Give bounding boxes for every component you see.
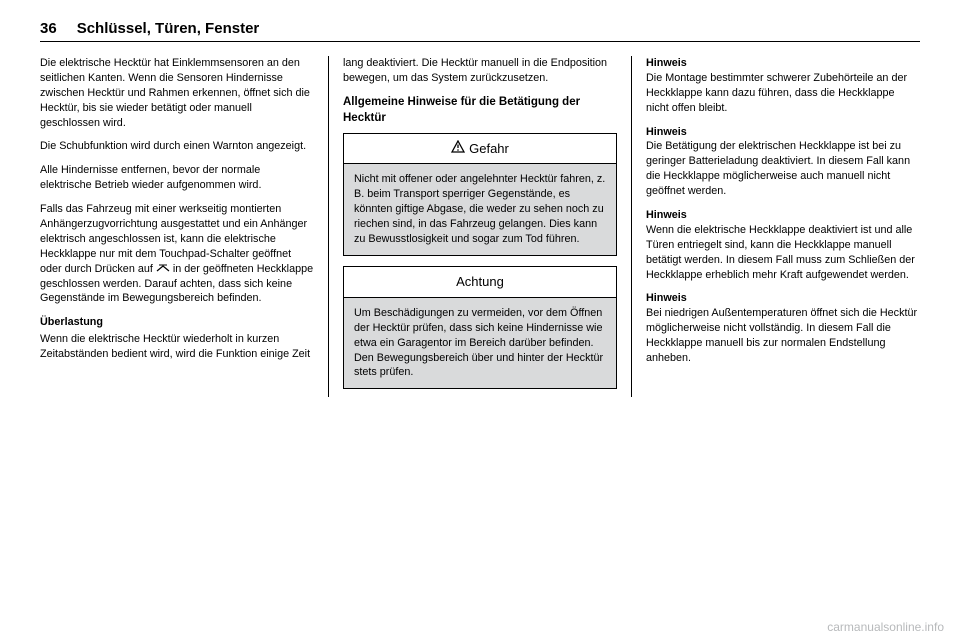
danger-box: Gefahr Nicht mit offener oder angelehnte…: [343, 133, 617, 256]
caution-title-bar: Achtung: [344, 267, 616, 298]
column-2: lang deaktiviert. Die Hecktür manuell in…: [331, 56, 629, 397]
note-body: Bei niedrigen Außentemperaturen öffnet s…: [646, 306, 920, 366]
content-columns: Die elektrische Hecktür hat Einklemmsens…: [40, 56, 920, 397]
paragraph: Falls das Fahrzeug mit einer werksei­tig…: [40, 202, 314, 306]
watermark: carmanualsonline.info: [827, 620, 944, 634]
section-heading: Allgemeine Hinweise für die Betätigung d…: [343, 95, 617, 127]
page-header: 36 Schlüssel, Türen, Fenster: [40, 20, 920, 42]
note-heading: Hinweis: [646, 125, 920, 140]
danger-title-bar: Gefahr: [344, 134, 616, 165]
paragraph: Die elektrische Hecktür hat Einklemmsens…: [40, 56, 314, 130]
danger-title-text: Gefahr: [469, 140, 509, 158]
paragraph: Wenn die elektrische Hecktür wieder­holt…: [40, 332, 314, 362]
column-separator: [328, 56, 329, 397]
paragraph: Die Schubfunktion wird durch einen Warnt…: [40, 139, 314, 154]
paragraph: Alle Hindernisse entfernen, bevor der no…: [40, 163, 314, 193]
chapter-title: Schlüssel, Türen, Fenster: [77, 20, 260, 37]
caution-body: Um Beschädigungen zu vermei­den, vor dem…: [344, 298, 616, 388]
note-body: Die Betätigung der elektrischen Heckklap…: [646, 139, 920, 199]
sub-heading-overload: Überlastung: [40, 315, 314, 330]
note-body: Wenn die elektrische Heckklappe deaktivi…: [646, 223, 920, 283]
page-number: 36: [40, 20, 57, 37]
column-separator: [631, 56, 632, 397]
paragraph: lang deaktiviert. Die Hecktür manuell in…: [343, 56, 617, 86]
column-1: Die elektrische Hecktür hat Einklemmsens…: [40, 56, 326, 397]
note-body: Die Montage bestimmter schwerer Zubehört…: [646, 71, 920, 116]
manual-page: 36 Schlüssel, Türen, Fenster Die elektri…: [0, 0, 960, 427]
column-3: Hinweis Die Montage bestimmter schwerer …: [634, 56, 920, 397]
danger-body: Nicht mit offener oder angelehnter Heckt…: [344, 164, 616, 254]
note-heading: Hinweis: [646, 291, 920, 306]
note-heading: Hinweis: [646, 208, 920, 223]
caution-title-text: Achtung: [456, 274, 504, 289]
tailgate-close-icon: [156, 264, 170, 273]
note-heading: Hinweis: [646, 56, 920, 71]
caution-box: Achtung Um Beschädigungen zu vermei­den,…: [343, 266, 617, 389]
warning-triangle-icon: [451, 140, 465, 158]
